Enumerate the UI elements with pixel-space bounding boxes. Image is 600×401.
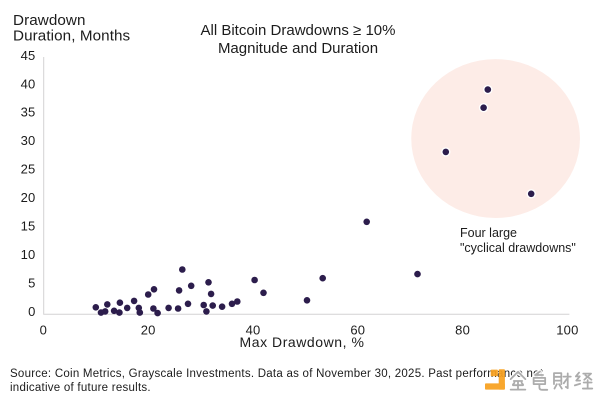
data-point xyxy=(116,299,124,307)
data-point xyxy=(234,298,241,305)
watermark-jinse-caijing xyxy=(485,369,595,392)
y-tick-15: 15 xyxy=(21,219,36,234)
data-point xyxy=(480,104,487,111)
y-axis-label-line2: Duration, Months xyxy=(13,28,131,45)
watermark-glyph xyxy=(509,370,527,391)
data-point xyxy=(442,148,450,156)
x-axis-label: Max Drawdown, % xyxy=(240,334,365,350)
y-axis-tick-labels: 0 5 10 15 20 25 30 35 40 45 xyxy=(21,48,36,319)
data-point xyxy=(144,291,152,298)
axis-lines xyxy=(43,57,570,315)
data-point xyxy=(209,302,216,309)
watermark-characters xyxy=(508,369,595,392)
data-point xyxy=(130,297,138,305)
data-point xyxy=(414,270,421,278)
annotation-line1: Four large xyxy=(460,226,517,240)
watermark-glyph xyxy=(553,372,572,390)
y-tick-25: 25 xyxy=(21,162,36,177)
data-point xyxy=(174,305,182,312)
x-tick-80: 80 xyxy=(455,323,470,338)
source-text-line1: Source: Coin Metrics, Grayscale Investme… xyxy=(10,368,544,380)
data-point xyxy=(104,301,111,308)
data-point xyxy=(179,266,186,273)
x-tick-60: 60 xyxy=(350,323,365,338)
watermark-glyph xyxy=(532,370,549,391)
data-point xyxy=(116,309,123,316)
data-point xyxy=(319,274,327,282)
annotation-line2: "cyclical drawdowns" xyxy=(460,241,576,255)
data-point xyxy=(260,289,267,297)
y-tick-10: 10 xyxy=(21,247,36,262)
y-tick-20: 20 xyxy=(21,190,36,205)
data-point xyxy=(123,304,131,312)
scatter-points xyxy=(92,84,536,317)
jinse-logo-icon xyxy=(485,369,505,390)
x-axis-tick-labels: 0 20 40 60 80 100 xyxy=(40,323,579,338)
data-point xyxy=(203,308,210,315)
data-point xyxy=(154,309,161,317)
y-tick-0: 0 xyxy=(28,304,35,319)
y-tick-30: 30 xyxy=(21,133,36,148)
source-text-line2: indicative of future results. xyxy=(10,382,151,394)
data-point xyxy=(200,301,207,309)
data-point xyxy=(136,309,144,316)
data-point xyxy=(165,304,172,312)
data-point xyxy=(150,305,157,312)
x-tick-20: 20 xyxy=(141,323,156,338)
data-point xyxy=(205,279,212,286)
chart-title-line2: Magnitude and Duration xyxy=(218,40,378,57)
x-tick-100: 100 xyxy=(556,323,578,338)
chart-title-line1: All Bitcoin Drawdowns ≥ 10% xyxy=(201,22,396,39)
x-tick-0: 0 xyxy=(40,323,47,338)
y-tick-45: 45 xyxy=(21,48,36,63)
data-point xyxy=(184,300,192,308)
watermark-glyph xyxy=(573,371,594,390)
data-point xyxy=(363,218,371,226)
data-point xyxy=(484,86,492,93)
data-point xyxy=(101,308,109,315)
data-point xyxy=(92,304,100,311)
data-point xyxy=(175,287,183,294)
data-point xyxy=(110,307,118,315)
y-axis-label-line1: Drawdown xyxy=(13,12,86,29)
data-point xyxy=(228,300,236,308)
data-point xyxy=(527,190,535,198)
data-point xyxy=(218,303,226,311)
x-tick-40: 40 xyxy=(246,323,261,338)
data-point xyxy=(150,286,158,293)
data-point xyxy=(303,297,311,304)
data-point xyxy=(207,290,215,298)
y-tick-5: 5 xyxy=(28,275,35,290)
highlight-circle xyxy=(411,59,580,218)
y-tick-35: 35 xyxy=(21,105,36,120)
data-point xyxy=(187,282,195,290)
data-point xyxy=(251,276,258,284)
y-tick-40: 40 xyxy=(21,76,36,91)
